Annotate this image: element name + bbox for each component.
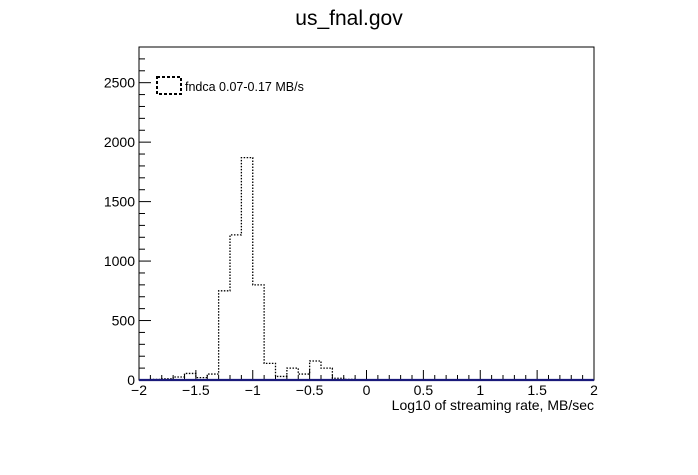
x-tick-label: −1: [245, 382, 261, 398]
histogram-bin: [264, 363, 275, 380]
y-tick-label: 0: [127, 372, 135, 388]
histogram-bin: [253, 285, 264, 380]
histogram-bin: [219, 291, 230, 380]
legend: fndca 0.07-0.17 MB/s: [156, 76, 304, 95]
plot-area: 0 500 1000 1500 2000 2500 −2 −1.5 −1 −0.5 0 0.5 1 1.5…: [104, 46, 598, 398]
x-tick-label: 2: [590, 382, 598, 398]
x-tick-label: −1.5: [182, 382, 210, 398]
histogram-outline: [149, 156, 356, 381]
y-tick-label: 2500: [104, 75, 135, 91]
legend-label: fndca 0.07-0.17 MB/s: [185, 80, 304, 94]
x-tick-label: 1: [476, 382, 484, 398]
y-tick-label: 1500: [104, 194, 135, 210]
chart-title: us_fnal.gov: [295, 7, 403, 30]
x-tick-label: −0.5: [296, 382, 324, 398]
plot-frame: [138, 46, 595, 381]
y-tick-label: 500: [112, 313, 136, 329]
y-tick-label: 2000: [104, 134, 135, 150]
x-tick-label: 1.5: [527, 382, 547, 398]
x-tick-label: 0: [363, 382, 371, 398]
histogram-bin: [287, 368, 298, 380]
x-tick-label: 0.5: [414, 382, 434, 398]
x-axis-label: Log10 of streaming rate, MB/sec: [392, 397, 594, 413]
legend-swatch: [156, 76, 182, 95]
y-tick-label: 1000: [104, 253, 135, 269]
histogram-bin: [321, 368, 332, 380]
x-tick-label: −2: [131, 382, 147, 398]
histogram-bin: [230, 235, 241, 380]
histogram-bin: [310, 361, 321, 380]
histogram-bin: [241, 158, 252, 380]
